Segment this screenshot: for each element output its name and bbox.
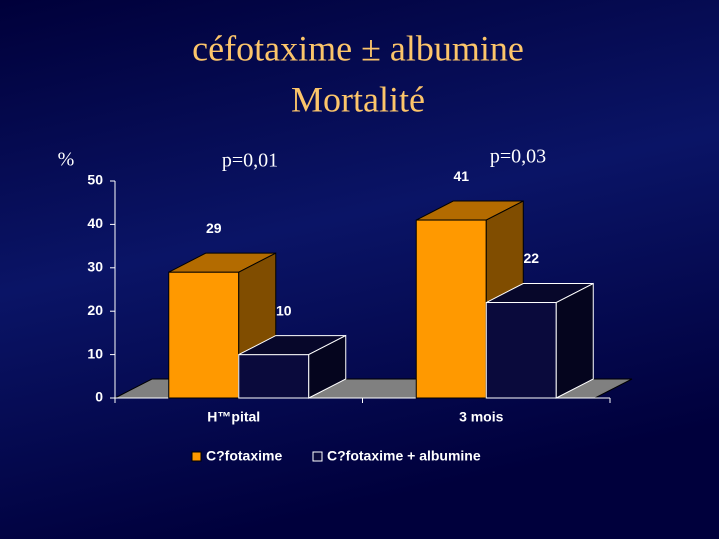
title: céfotaxime ± albumine: [192, 28, 524, 68]
y-axis-label: %: [58, 149, 75, 171]
annotation: p=0,03: [490, 146, 546, 168]
legend-label: C?fotaxime + albumine: [327, 448, 481, 464]
y-tick-label: 10: [87, 345, 103, 361]
bar-front: [238, 354, 310, 399]
y-tick-label: 0: [95, 389, 103, 405]
bar-side: [308, 334, 347, 399]
y-tick-label: 40: [87, 215, 103, 231]
legend-label: C?fotaxime: [206, 448, 282, 464]
y-tick-label: 30: [87, 259, 103, 275]
bar-front: [485, 302, 557, 399]
subtitle: Mortalité: [291, 79, 425, 119]
value-label: 22: [523, 250, 539, 266]
bar-side: [555, 282, 594, 399]
value-label: 41: [453, 168, 469, 184]
y-tick-label: 50: [87, 172, 103, 188]
y-tick-label: 20: [87, 302, 103, 318]
bar-front: [415, 219, 487, 399]
bar: [485, 282, 594, 399]
legend-swatch: [312, 451, 323, 462]
x-tick-label: 3 mois: [459, 409, 504, 425]
x-tick-label: H™pital: [207, 409, 260, 425]
value-label: 10: [276, 302, 292, 318]
bar: [238, 334, 347, 399]
annotation: p=0,01: [222, 150, 278, 172]
bar-front: [168, 271, 240, 399]
legend-swatch: [191, 451, 202, 462]
value-label: 29: [206, 220, 222, 236]
